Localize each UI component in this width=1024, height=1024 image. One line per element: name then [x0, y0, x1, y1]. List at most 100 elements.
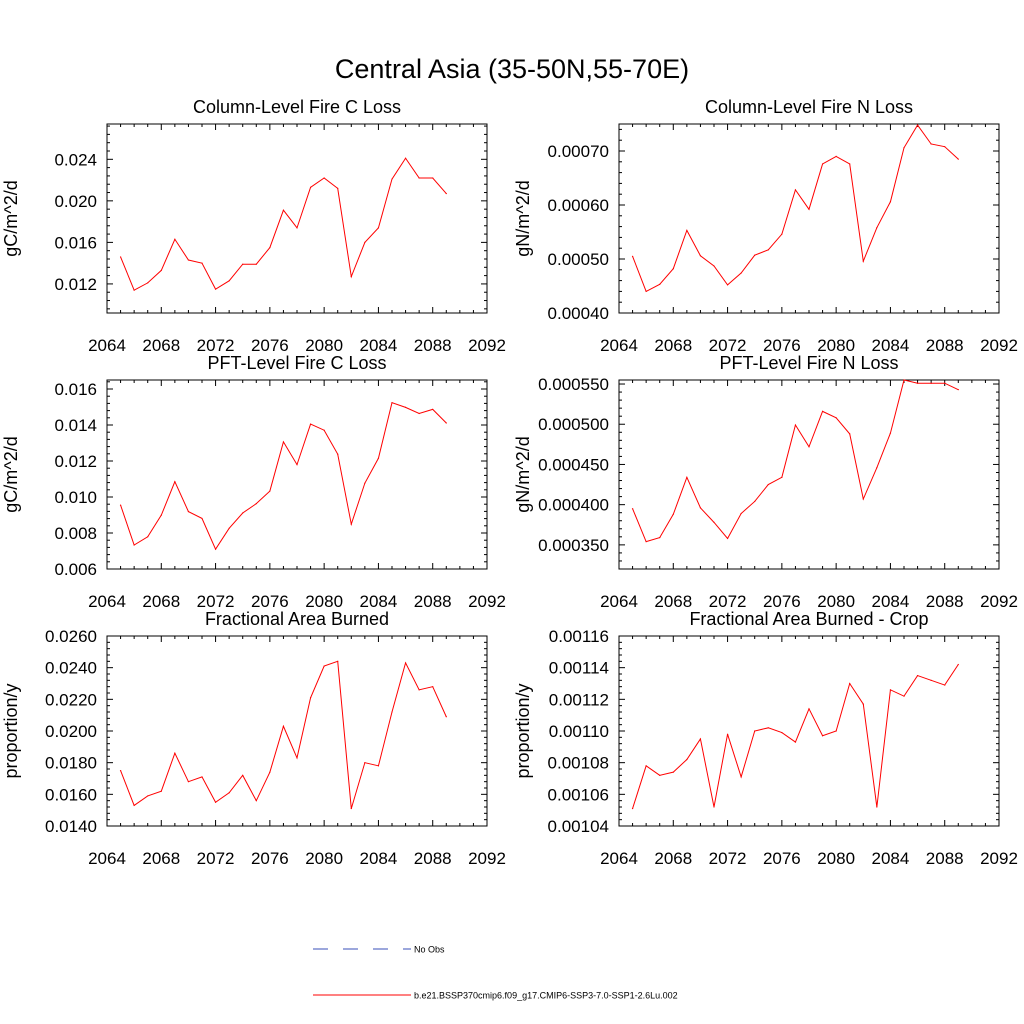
data-point: [404, 406, 407, 408]
data-point: [187, 781, 190, 783]
data-point: [794, 741, 797, 743]
data-point: [350, 807, 352, 810]
data-point: [337, 453, 339, 455]
y-tick-label: 0.024: [54, 150, 97, 169]
data-point: [432, 408, 434, 410]
plot-frame: [106, 123, 488, 314]
data-point: [944, 684, 946, 686]
data-point: [957, 158, 959, 160]
data-point: [269, 246, 271, 249]
data-point: [740, 272, 742, 274]
data-point: [404, 662, 407, 664]
data-point: [160, 514, 162, 516]
chart-panel-2: 2064 2068 2072 2076 2080 2084 2088 2092 0.00040 0…: [513, 97, 1018, 355]
data-point: [767, 483, 769, 486]
data-point: [296, 464, 298, 466]
data-point: [432, 686, 434, 688]
data-point: [876, 467, 878, 469]
x-tick-label: 2076: [763, 849, 801, 868]
data-point: [726, 537, 729, 540]
data-point: [350, 276, 352, 278]
x-tick-label: 2084: [360, 849, 398, 868]
x-tick-label: 2092: [468, 592, 506, 611]
x-tick-label: 2072: [709, 592, 747, 611]
data-point: [269, 771, 271, 773]
x-tick-label: 2064: [88, 336, 126, 355]
x-tick-label: 2092: [980, 592, 1018, 611]
data-point: [133, 544, 135, 546]
y-tick-label: 0.00040: [548, 304, 609, 323]
x-tick-label: 2080: [305, 336, 343, 355]
x-tick-label: 2064: [600, 849, 638, 868]
data-point: [835, 155, 837, 157]
y-tick-label: 0.016: [54, 380, 97, 399]
x-tick-label: 2076: [763, 336, 801, 355]
data-point: [686, 229, 688, 231]
data-point: [686, 476, 688, 478]
x-tick-label: 2084: [872, 592, 910, 611]
data-point: [187, 510, 190, 513]
data-point: [282, 441, 285, 443]
data-point: [821, 410, 824, 412]
y-axis-label: proportion/y: [513, 683, 533, 778]
data-point: [296, 227, 298, 229]
x-tick-label: 2080: [817, 592, 855, 611]
y-tick-label: 0.0140: [45, 817, 97, 836]
x-tick-label: 2068: [654, 849, 692, 868]
plot-frame: [106, 379, 488, 570]
data-point: [659, 283, 661, 285]
data-point: [391, 178, 393, 180]
data-point: [699, 255, 702, 257]
series-line: [120, 402, 447, 551]
data-point: [418, 412, 420, 415]
y-tick-label: 0.00104: [548, 817, 609, 836]
legend-label-model: b.e21.BSSP370cmip6.f09_g17.CMIP6-SSP3-7.…: [414, 991, 678, 1001]
data-point: [391, 711, 393, 713]
data-point: [903, 147, 905, 149]
data-point: [889, 432, 892, 434]
y-tick-label: 0.000350: [538, 536, 609, 555]
data-point: [214, 801, 217, 803]
plot-frame: [106, 635, 488, 827]
data-point: [228, 792, 230, 794]
x-tick-label: 2084: [360, 592, 398, 611]
y-axis-label: gN/m^2/d: [513, 436, 533, 512]
legend-label-no-obs: No Obs: [414, 945, 445, 955]
y-tick-label: 0.00106: [548, 785, 609, 804]
data-point: [377, 457, 380, 459]
data-point: [377, 765, 380, 767]
panel-title: Fractional Area Burned - Crop: [689, 609, 928, 629]
figure-title: Central Asia (35-50N,55-70E): [335, 54, 689, 84]
x-tick-label: 2072: [197, 336, 235, 355]
data-point: [187, 259, 190, 261]
data-point: [713, 806, 715, 808]
series-line: [120, 157, 447, 291]
x-tick-label: 2092: [468, 336, 506, 355]
data-point: [323, 177, 325, 179]
x-tick-label: 2064: [600, 336, 638, 355]
data-point: [916, 674, 919, 677]
x-tick-label: 2072: [709, 336, 747, 355]
data-point: [781, 476, 783, 478]
data-point: [242, 263, 244, 265]
data-point: [201, 776, 203, 778]
data-point: [445, 422, 447, 424]
x-tick-label: 2064: [88, 849, 126, 868]
data-point: [713, 521, 715, 523]
data-point: [337, 660, 339, 662]
data-point: [350, 523, 352, 525]
data-point: [282, 725, 285, 727]
x-tick-label: 2080: [817, 849, 855, 868]
y-tick-label: 0.0200: [45, 722, 97, 741]
data-point: [445, 192, 447, 195]
data-point: [364, 762, 366, 764]
data-point: [781, 233, 783, 235]
data-point: [767, 249, 769, 251]
data-point: [957, 663, 959, 666]
y-axis-label: proportion/y: [1, 683, 21, 778]
data-point: [835, 730, 837, 732]
x-tick-label: 2088: [926, 336, 964, 355]
data-point: [862, 703, 864, 705]
x-tick-label: 2092: [980, 849, 1018, 868]
